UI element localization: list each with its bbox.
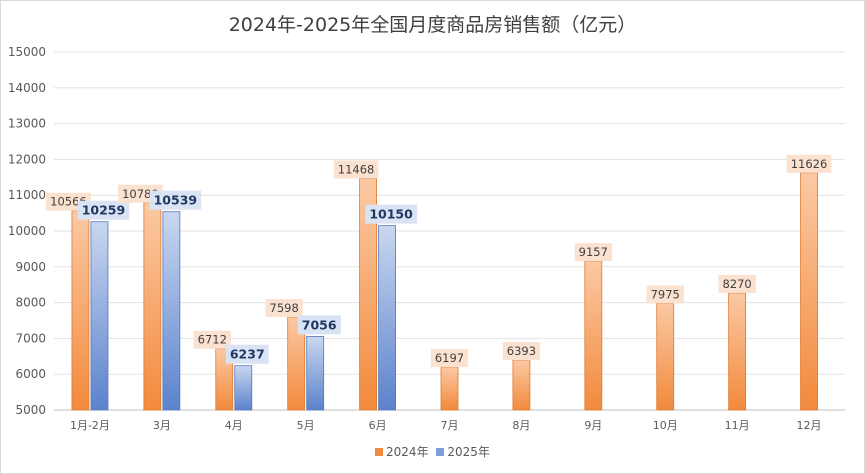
bar-2024 xyxy=(440,366,459,411)
y-tick-label: 9000 xyxy=(15,260,46,274)
y-tick-label: 8000 xyxy=(15,296,46,310)
bar-2024 xyxy=(584,260,603,411)
y-tick-label: 12000 xyxy=(8,152,46,166)
x-axis: 1月-2月 3月 4月 5月 6月 7月 8月 9月 10月 11月 12月 xyxy=(70,419,822,432)
x-tick-label: 12月 xyxy=(797,419,822,432)
grid-lines xyxy=(54,51,845,411)
data-label-2025: 10150 xyxy=(369,207,413,222)
data-label-bg-2024 xyxy=(193,330,231,349)
data-label-2024: 11468 xyxy=(338,162,375,176)
data-label-2025: 7056 xyxy=(302,317,337,332)
bar-2024 xyxy=(728,292,747,411)
data-label-2024: 6393 xyxy=(507,344,536,358)
legend-item-2025: 2025年 xyxy=(436,443,490,460)
y-tick-label: 6000 xyxy=(15,367,46,381)
data-label-2024: 8270 xyxy=(722,277,751,291)
x-tick-label: 8月 xyxy=(512,419,530,432)
data-label-2025: 10539 xyxy=(154,193,198,208)
data-label-2024: 6712 xyxy=(198,333,227,347)
x-tick-label: 5月 xyxy=(297,419,315,432)
x-tick-label: 1月-2月 xyxy=(70,419,110,432)
data-label-bg-2025 xyxy=(297,315,341,335)
data-label-bg-2024 xyxy=(430,349,469,368)
y-axis: 5000 6000 7000 8000 9000 10000 11000 12000 13000… xyxy=(8,45,46,417)
y-tick-label: 5000 xyxy=(15,403,46,417)
bar-2025 xyxy=(234,365,253,411)
data-label-2024: 10789 xyxy=(122,187,159,201)
data-label-bg-2025 xyxy=(225,344,269,364)
x-tick-label: 6月 xyxy=(369,419,387,432)
bars xyxy=(71,172,818,411)
x-tick-label: 11月 xyxy=(725,419,750,432)
y-tick-label: 11000 xyxy=(8,188,46,202)
bar-2025 xyxy=(306,335,325,411)
legend-item-2024: 2024年 xyxy=(375,443,429,460)
y-tick-label: 10000 xyxy=(8,224,46,238)
x-tick-label: 10月 xyxy=(653,419,678,432)
data-label-2025: 10259 xyxy=(82,203,126,218)
y-tick-label: 14000 xyxy=(8,81,46,95)
legend-label-2024: 2024年 xyxy=(386,445,429,459)
data-label-bg-2024 xyxy=(265,298,303,317)
data-label-bg-2025 xyxy=(365,204,418,224)
x-tick-label: 7月 xyxy=(441,419,459,432)
x-tick-label: 3月 xyxy=(153,419,171,432)
y-tick-label: 15000 xyxy=(8,45,46,59)
data-label-bg-2024 xyxy=(718,274,756,293)
bar-2025 xyxy=(378,225,396,411)
data-label-2024: 9157 xyxy=(579,245,608,259)
data-label-bg-2024 xyxy=(502,342,541,361)
bar-2024 xyxy=(512,359,531,411)
y-tick-label: 7000 xyxy=(15,331,46,345)
data-label-bg-2024 xyxy=(646,285,684,304)
legend: 2024年 2025年 xyxy=(0,443,865,460)
x-tick-label: 4月 xyxy=(225,419,243,432)
data-label-2024: 11626 xyxy=(791,157,828,171)
bar-2024 xyxy=(800,172,818,411)
data-label-bg-2024 xyxy=(574,243,612,262)
data-label-bg-2025 xyxy=(149,190,202,210)
data-label-bg-2024 xyxy=(786,154,832,173)
legend-swatch-2024 xyxy=(375,448,384,456)
legend-label-2025: 2025年 xyxy=(447,445,490,459)
data-label-bg-2024 xyxy=(333,160,379,179)
bar-2024 xyxy=(71,210,90,411)
bar-2024 xyxy=(143,202,162,411)
chart-title: 2024年-2025年全国月度商品房销售额（亿元） xyxy=(228,14,637,36)
data-label-bg-2025 xyxy=(77,200,130,220)
y-tick-label: 13000 xyxy=(8,117,46,131)
data-label-2024: 7598 xyxy=(270,301,299,315)
x-tick-label: 9月 xyxy=(584,419,602,432)
bar-2025 xyxy=(162,211,181,411)
data-label-2024: 7975 xyxy=(651,287,680,301)
legend-swatch-2025 xyxy=(436,448,445,456)
data-label-2025: 6237 xyxy=(230,347,265,362)
bar-2024 xyxy=(656,303,675,411)
data-label-2024: 10566 xyxy=(50,195,87,209)
data-label-2024: 6197 xyxy=(435,351,464,365)
bar-2025 xyxy=(90,221,109,411)
